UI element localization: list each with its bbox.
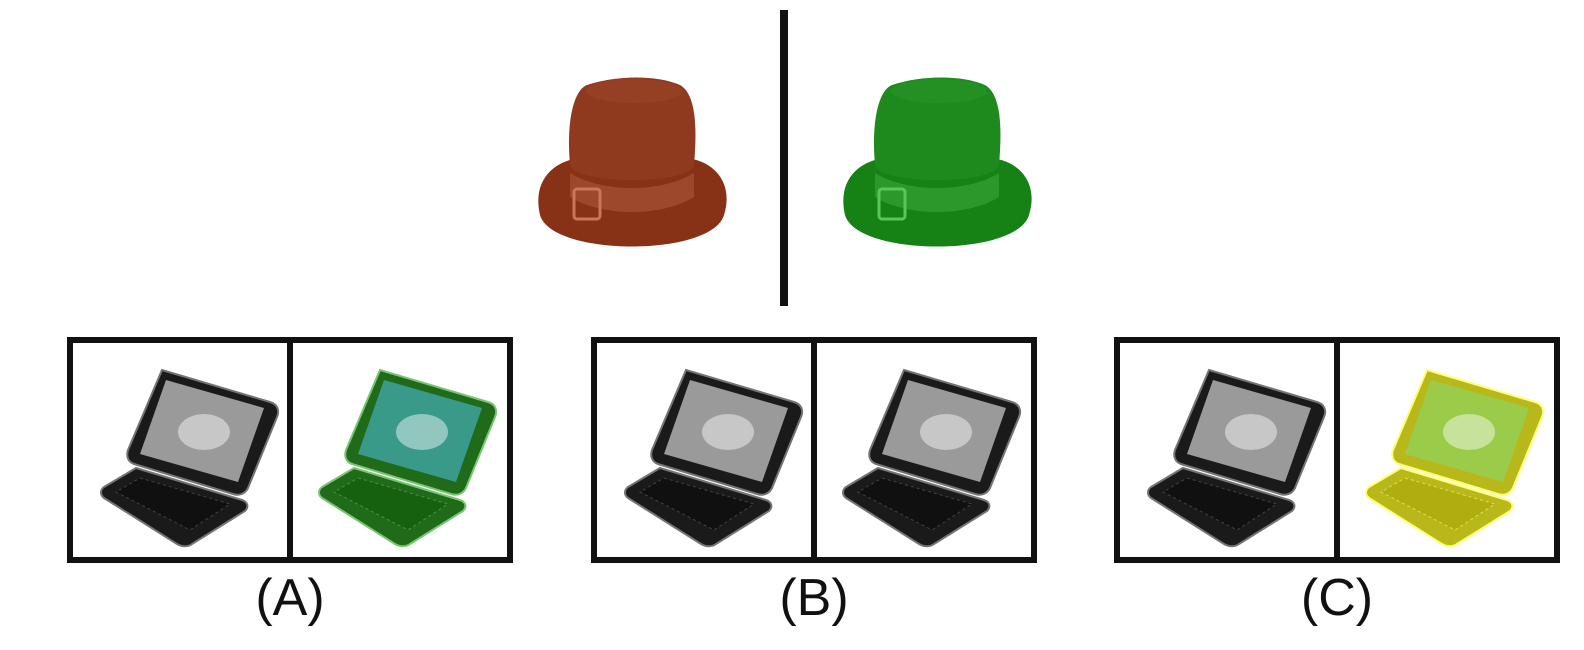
option-panel	[591, 337, 1037, 563]
laptop-icon	[318, 368, 498, 548]
panel-divider	[287, 340, 293, 560]
panel-divider	[811, 340, 817, 560]
option-panel	[1114, 337, 1560, 563]
option-panels	[67, 337, 1560, 563]
laptop-icon	[624, 368, 804, 548]
panel-divider	[1334, 340, 1340, 560]
laptop-icon	[100, 368, 280, 548]
option-label: (B)	[779, 569, 849, 627]
option-panel	[67, 337, 513, 563]
top-hat-icon	[538, 77, 727, 247]
top-hat-icon	[843, 77, 1032, 247]
option-label: (A)	[255, 569, 325, 627]
laptop-icon	[842, 368, 1022, 548]
laptop-icon	[1147, 368, 1327, 548]
reference-pair	[538, 10, 1032, 306]
option-label: (C)	[1300, 569, 1374, 627]
reference-divider	[780, 10, 788, 306]
laptop-icon	[1365, 368, 1545, 548]
